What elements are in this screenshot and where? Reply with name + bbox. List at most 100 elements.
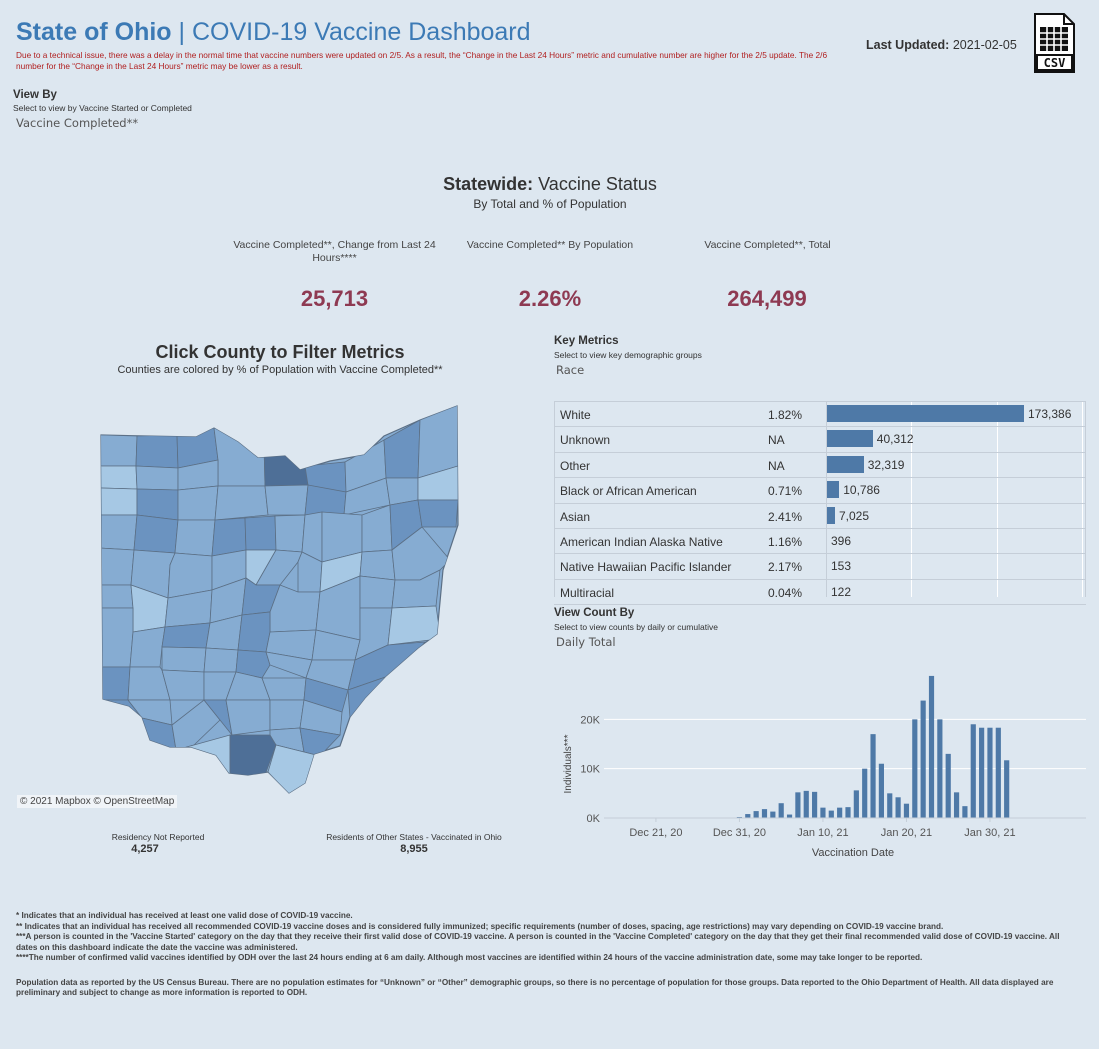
footnote: Population data as reported by the US Ce… (16, 977, 1054, 998)
table-row[interactable]: Unknown NA 40,312 (554, 426, 1086, 451)
row-name: Asian (560, 509, 591, 524)
chart-bar[interactable] (745, 814, 751, 818)
title-state: State of Ohio (16, 18, 172, 46)
view-by-subtitle: Select to view by Vaccine Started or Com… (13, 103, 192, 113)
row-pct: 2.41% (768, 509, 803, 524)
row-count: 40,312 (876, 432, 914, 447)
chart-bar[interactable] (845, 807, 851, 818)
table-row[interactable]: White 1.82% 173,386 (554, 401, 1086, 426)
x-tick-label: Jan 10, 21 (797, 827, 848, 839)
row-name: White (560, 408, 591, 422)
csv-label: CSV (1044, 56, 1066, 70)
chart-bar[interactable] (995, 727, 1001, 818)
chart-bar[interactable] (853, 790, 859, 818)
view-by-selector[interactable]: Vaccine Completed** (16, 116, 139, 130)
chart-bar[interactable] (837, 807, 843, 818)
view-count-subtitle: Select to view counts by daily or cumula… (554, 622, 718, 632)
view-count-selector[interactable]: Daily Total (556, 635, 616, 649)
y-axis-title: Individuals*** (563, 734, 574, 793)
chart-bar[interactable] (920, 700, 926, 818)
chart-bar[interactable] (761, 809, 768, 818)
chart-bar[interactable] (887, 793, 893, 818)
chart-bar[interactable] (870, 734, 876, 818)
chart-bar[interactable] (812, 791, 818, 818)
chart-bar[interactable] (912, 719, 918, 818)
chart-bar[interactable] (953, 792, 960, 818)
x-axis-title: Vaccination Date (812, 847, 894, 859)
x-tick-label: Dec 21, 20 (629, 827, 682, 839)
kpi-total-value: 264,499 (727, 286, 807, 311)
chart-bar[interactable] (945, 753, 951, 818)
chart-bar[interactable] (753, 811, 759, 818)
statewide-title-rest: Vaccine Status (533, 174, 657, 194)
row-bar (827, 455, 864, 473)
chart-bar[interactable] (803, 790, 809, 818)
chart-bar[interactable] (979, 727, 985, 818)
chart-bar[interactable] (770, 811, 776, 818)
table-row[interactable]: American Indian Alaska Native 1.16% 396 (554, 527, 1086, 553)
chart-bar[interactable] (820, 807, 826, 818)
chart-bar[interactable] (1004, 760, 1010, 818)
statewide-subtitle: By Total and % of Population (473, 197, 627, 211)
chart-bar[interactable] (970, 724, 976, 818)
residency-not-reported-label: Residency Not Reported (111, 832, 205, 842)
chart-bar[interactable] (928, 675, 935, 818)
row-bar (827, 405, 1024, 422)
chart-bar[interactable] (962, 806, 968, 818)
table-row[interactable]: Black or African American 0.71% 10,786 (554, 477, 1086, 502)
row-pct: 0.71% (768, 484, 803, 499)
csv-download-button[interactable]: CSV (1033, 13, 1075, 73)
kpi-change-value: 25,713 (300, 286, 369, 311)
y-tick-label: 0K (587, 813, 601, 825)
residency-not-reported-value: 4,257 (131, 843, 159, 855)
chart-bar[interactable] (903, 803, 910, 818)
statewide-title: Statewide: Vaccine Status (330, 174, 770, 195)
chart-bar[interactable] (895, 797, 901, 818)
row-name: American Indian Alaska Native (560, 534, 723, 549)
county-cells[interactable] (100, 405, 458, 794)
table-gridline (997, 401, 998, 597)
key-metrics-subtitle: Select to view key demographic groups (554, 350, 702, 360)
kpi-population-label: Vaccine Completed** By Population (466, 239, 634, 251)
other-states-label: Residents of Other States - Vaccinated i… (326, 832, 502, 842)
footnote: ***A person is counted in the 'Vaccine S… (16, 932, 1060, 952)
chart-bar[interactable] (878, 763, 884, 818)
row-name: Native Hawaiian Pacific Islander (560, 560, 732, 575)
chart-bar[interactable] (987, 727, 993, 818)
chart-bar[interactable] (862, 768, 868, 818)
row-count: 153 (831, 559, 852, 574)
y-tick-label: 10K (580, 764, 600, 776)
ohio-county-map[interactable] (0, 395, 480, 805)
last-updated-value: 2021-02-05 (952, 38, 1017, 52)
table-gridline (911, 401, 912, 597)
row-pct: 0.04% (768, 585, 803, 600)
chart-bar[interactable] (795, 792, 801, 818)
key-metrics-title: Key Metrics (554, 335, 619, 347)
map-attribution[interactable]: © 2021 Mapbox © OpenStreetMap (17, 795, 178, 808)
title-separator: | (171, 18, 192, 46)
chart-bar[interactable] (828, 810, 834, 818)
chart-bar[interactable] (786, 814, 793, 818)
table-row[interactable]: Native Hawaiian Pacific Islander 2.17% 1… (554, 553, 1086, 578)
key-metrics-selector[interactable]: Race (556, 363, 585, 377)
table-row[interactable]: Other NA 32,319 (554, 451, 1086, 477)
view-by-title: View By (13, 89, 57, 101)
chart-bar[interactable] (937, 719, 943, 818)
table-row[interactable]: Asian 2.41% 7,025 (554, 502, 1086, 528)
row-count: 396 (831, 533, 852, 548)
csv-file-icon: CSV (1034, 13, 1075, 73)
kpi-change-label: Vaccine Completed**, Change from Last 24… (233, 239, 436, 264)
map-title: Click County to Filter Metrics (155, 342, 405, 362)
row-pct: NA (768, 458, 785, 473)
row-count: 7,025 (838, 508, 869, 523)
row-pct: 1.16% (768, 534, 803, 549)
table-row[interactable]: Multiracial 0.04% 122 (554, 578, 1086, 606)
chart-bar[interactable] (778, 803, 784, 818)
row-name: Black or African American (560, 484, 697, 499)
daily-vaccination-chart[interactable]: 0K 10K 20K Dec 21, 20 Dec 31, 20 Jan 10, 21 Ja… (554, 660, 1089, 865)
y-tick-label: 20K (580, 714, 600, 726)
other-states-value: 8,955 (400, 843, 428, 855)
footnote: ** Indicates that an individual has rece… (16, 921, 944, 931)
view-count-title: View Count By (554, 607, 635, 619)
row-bar (827, 481, 840, 499)
